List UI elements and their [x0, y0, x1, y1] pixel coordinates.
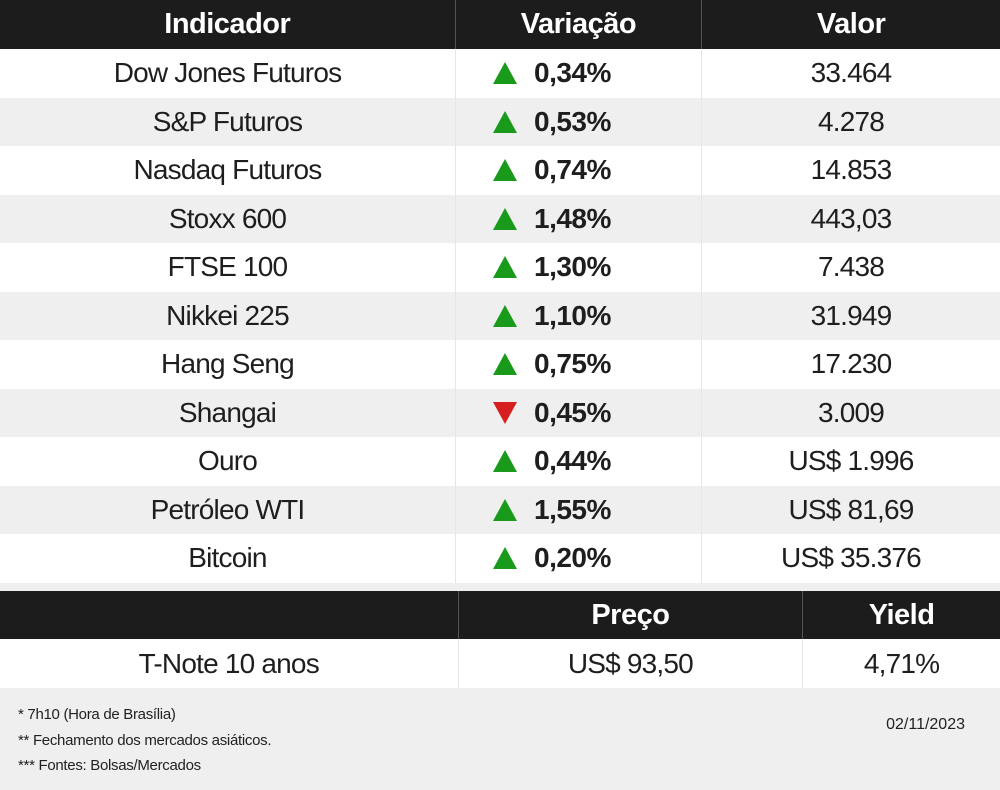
variation-cell: 1,10% [455, 292, 701, 341]
market-indicators-table: Indicador Variação Valor Dow Jones Futur… [0, 0, 1000, 592]
triangle-down-icon [492, 400, 518, 426]
variation-cell: 0,53% [455, 98, 701, 147]
variation-cell: 0,34% [455, 49, 701, 98]
table-row: Nikkei 225 1,10% 31.949 [0, 292, 1000, 341]
indicator-value: 443,03 [701, 195, 1000, 244]
variation-cell: 0,44% [455, 437, 701, 486]
indicator-value: US$ 35.376 [701, 534, 1000, 583]
indicator-value: 17.230 [701, 340, 1000, 389]
header-valor: Valor [701, 0, 1000, 49]
indicator-name: FTSE 100 [0, 243, 455, 292]
variation-value: 1,55% [534, 494, 611, 526]
table-row: Bitcoin 0,20% US$ 35.376 [0, 534, 1000, 583]
variation-cell: 0,75% [455, 340, 701, 389]
table-header: Indicador Variação Valor [0, 0, 1000, 49]
footer: * 7h10 (Hora de Brasília) ** Fechamento … [0, 688, 1000, 790]
table-row: Stoxx 600 1,48% 443,03 [0, 195, 1000, 244]
table-row: S&P Futuros 0,53% 4.278 [0, 98, 1000, 147]
variation-value: 0,45% [534, 397, 611, 429]
indicator-value: 14.853 [701, 146, 1000, 195]
variation-value: 0,75% [534, 348, 611, 380]
header-variacao: Variação [455, 0, 702, 49]
table-row: Hang Seng 0,75% 17.230 [0, 340, 1000, 389]
triangle-up-icon [492, 303, 518, 329]
variation-value: 0,53% [534, 106, 611, 138]
triangle-up-icon [492, 109, 518, 135]
indicator-name: Shangai [0, 389, 455, 438]
triangle-up-icon [492, 351, 518, 377]
table-body: Dow Jones Futuros 0,34% 33.464 S&P Futuros 0… [0, 49, 1000, 583]
indicator-value: 33.464 [701, 49, 1000, 98]
triangle-up-icon [492, 254, 518, 280]
header-indicador: Indicador [0, 0, 455, 49]
indicator-name: Hang Seng [0, 340, 455, 389]
table-row: Dow Jones Futuros 0,34% 33.464 [0, 49, 1000, 98]
indicator-value: 3.009 [701, 389, 1000, 438]
variation-cell: 1,30% [455, 243, 701, 292]
indicator-value: 7.438 [701, 243, 1000, 292]
tnote-header-preco: Preço [458, 591, 803, 639]
variation-value: 1,30% [534, 251, 611, 283]
indicator-value: US$ 1.996 [701, 437, 1000, 486]
indicator-value: US$ 81,69 [701, 486, 1000, 535]
table-row: Ouro 0,44% US$ 1.996 [0, 437, 1000, 486]
indicator-name: Petróleo WTI [0, 486, 455, 535]
table-row: Nasdaq Futuros 0,74% 14.853 [0, 146, 1000, 195]
footnote-asian-close: ** Fechamento dos mercados asiáticos. [18, 732, 271, 749]
variation-cell: 0,74% [455, 146, 701, 195]
variation-value: 0,34% [534, 57, 611, 89]
indicator-name: Stoxx 600 [0, 195, 455, 244]
triangle-up-icon [492, 497, 518, 523]
variation-cell: 1,48% [455, 195, 701, 244]
tnote-header: Preço Yield [0, 591, 1000, 639]
variation-value: 1,48% [534, 203, 611, 235]
tnote-header-yield: Yield [802, 591, 1000, 639]
indicator-value: 31.949 [701, 292, 1000, 341]
footnote-time: * 7h10 (Hora de Brasília) [18, 706, 176, 723]
variation-cell: 1,55% [455, 486, 701, 535]
table-row: Petróleo WTI 1,55% US$ 81,69 [0, 486, 1000, 535]
indicator-value: 4.278 [701, 98, 1000, 147]
variation-value: 0,44% [534, 445, 611, 477]
variation-value: 1,10% [534, 300, 611, 332]
variation-cell: 0,45% [455, 389, 701, 438]
date-label: 02/11/2023 [886, 716, 965, 734]
triangle-up-icon [492, 545, 518, 571]
footnote-sources: *** Fontes: Bolsas/Mercados [18, 757, 201, 774]
tnote-name: T-Note 10 anos [0, 639, 458, 688]
indicator-name: Nikkei 225 [0, 292, 455, 341]
triangle-up-icon [492, 60, 518, 86]
indicator-name: S&P Futuros [0, 98, 455, 147]
tnote-header-blank [0, 591, 458, 639]
indicator-name: Ouro [0, 437, 455, 486]
indicator-name: Nasdaq Futuros [0, 146, 455, 195]
variation-value: 0,20% [534, 542, 611, 574]
triangle-up-icon [492, 206, 518, 232]
tnote-row: T-Note 10 anos US$ 93,50 4,71% [0, 639, 1000, 688]
indicator-name: Dow Jones Futuros [0, 49, 455, 98]
tnote-yield: 4,71% [802, 639, 1000, 688]
tnote-preco: US$ 93,50 [458, 639, 803, 688]
triangle-up-icon [492, 448, 518, 474]
variation-value: 0,74% [534, 154, 611, 186]
table-row: Shangai 0,45% 3.009 [0, 389, 1000, 438]
variation-cell: 0,20% [455, 534, 701, 583]
table-row: FTSE 100 1,30% 7.438 [0, 243, 1000, 292]
tnote-table: Preço Yield T-Note 10 anos US$ 93,50 4,7… [0, 591, 1000, 688]
indicator-name: Bitcoin [0, 534, 455, 583]
triangle-up-icon [492, 157, 518, 183]
